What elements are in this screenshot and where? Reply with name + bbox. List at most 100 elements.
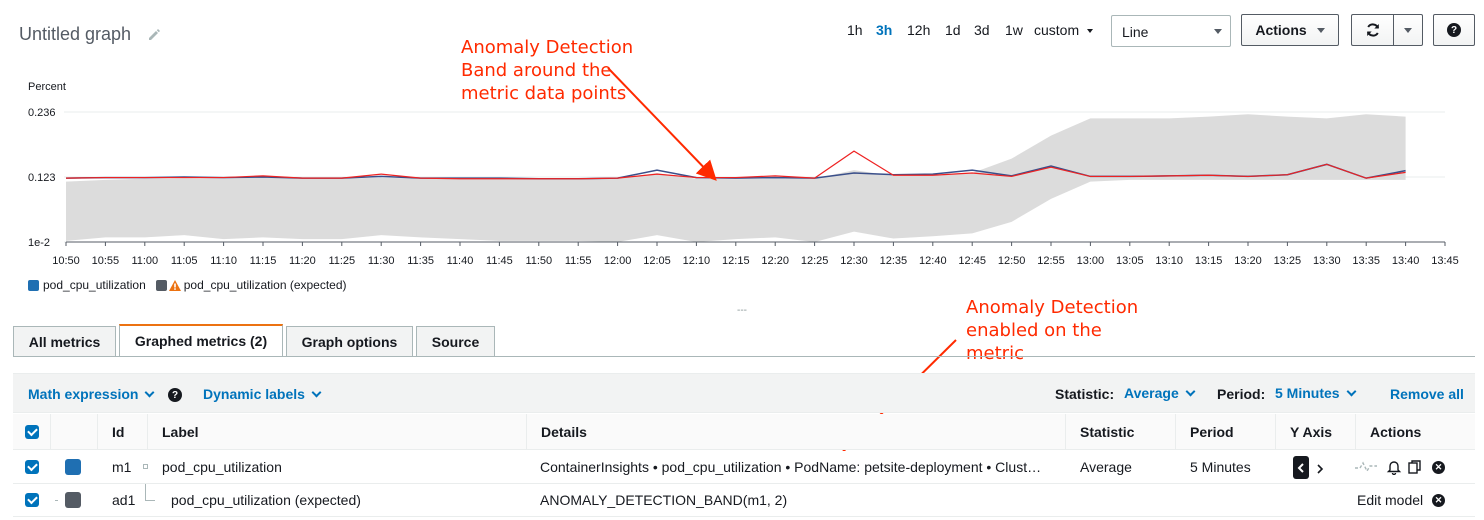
copy-icon[interactable] (1407, 459, 1423, 475)
column-header-id[interactable]: Id (97, 414, 147, 450)
column-header-details[interactable]: Details (526, 414, 1065, 450)
remove-icon[interactable]: ✕ (1432, 494, 1445, 507)
help-button[interactable]: ? (1433, 14, 1475, 46)
refresh-button[interactable] (1351, 14, 1394, 46)
tab-divider (13, 356, 1475, 357)
period-value: 5 Minutes (1275, 385, 1340, 401)
column-header-label[interactable]: Label (147, 414, 526, 450)
chevron-down-icon (1346, 386, 1357, 397)
x-tick-label: 12:20 (761, 255, 789, 267)
x-tick-label: 11:30 (368, 255, 395, 267)
x-tick-label: 11:35 (407, 255, 434, 267)
row-checkbox[interactable] (25, 460, 39, 474)
range-1d[interactable]: 1d (945, 22, 961, 38)
annotation-line: Band around the (461, 60, 612, 81)
edit-model-link[interactable]: Edit model (1357, 492, 1424, 508)
warning-icon (168, 279, 181, 291)
actions-label: Actions (1255, 22, 1307, 38)
caret-down-icon (1087, 29, 1094, 34)
chevron-right-icon (1317, 464, 1324, 474)
range-1h[interactable]: 1h (847, 22, 863, 38)
statistic-dropdown[interactable]: Average (1124, 385, 1196, 401)
x-tick-label: 13:35 (1352, 255, 1380, 267)
row-period[interactable]: 5 Minutes (1190, 459, 1251, 475)
pencil-icon[interactable] (146, 26, 162, 42)
chevron-down-icon (311, 387, 322, 398)
chart-type-select[interactable]: Line (1111, 15, 1231, 47)
annotation-line: Anomaly Detection (461, 37, 634, 58)
tab-all-metrics[interactable]: All metrics (13, 326, 116, 356)
chart-type-value: Line (1122, 24, 1149, 40)
select-all-checkbox[interactable] (25, 425, 39, 439)
tab-source[interactable]: Source (416, 326, 495, 356)
period-label: Period: (1217, 386, 1266, 402)
x-tick-label: 12:30 (840, 255, 868, 267)
dynamic-labels-dropdown[interactable]: Dynamic labels (203, 386, 322, 402)
y-axis-right-button[interactable] (1316, 461, 1324, 479)
remove-all-link[interactable]: Remove all (1390, 386, 1464, 402)
x-tick-label: 11:00 (131, 255, 158, 267)
metrics-toolbar: Math expression ? Dynamic labels Statist… (13, 373, 1475, 413)
x-tick-label: 11:10 (210, 255, 237, 267)
tab-graph-options[interactable]: Graph options (286, 326, 413, 356)
range-1w[interactable]: 1w (1005, 22, 1023, 38)
x-tick-label: 13:00 (1077, 255, 1105, 267)
color-swatch[interactable] (65, 492, 81, 508)
caret-down-icon (1316, 27, 1325, 33)
color-swatch[interactable] (65, 459, 81, 475)
math-expression-dropdown[interactable]: Math expression (28, 386, 155, 402)
x-tick-label: 11:20 (289, 255, 316, 267)
range-12h[interactable]: 12h (907, 22, 931, 38)
metric-chart[interactable]: Percent 0.236 0.123 1e-210:50 10:55 11:00 11:0… (0, 76, 1484, 276)
legend-swatch (28, 279, 39, 291)
row-id[interactable]: ad1 (112, 492, 136, 508)
row-label[interactable]: pod_cpu_utilization (expected) (171, 492, 361, 508)
x-tick-label: 11:50 (525, 255, 552, 267)
actions-button[interactable]: Actions (1241, 14, 1339, 46)
annotation-line: enabled on the (966, 320, 1102, 341)
table-row[interactable]: m1 pod_cpu_utilization ContainerInsights… (13, 451, 1475, 484)
x-tick-label: 12:05 (643, 255, 671, 267)
y-tick-label: 0.123 (28, 172, 56, 184)
table-row[interactable]: ad1 pod_cpu_utilization (expected) ANOMA… (13, 484, 1475, 517)
column-header-statistic[interactable]: Statistic (1065, 414, 1175, 450)
tab-graphed-metrics[interactable]: Graphed metrics (2) (119, 324, 283, 356)
x-tick-label: 13:30 (1313, 255, 1341, 267)
x-tick-label: 12:55 (1037, 255, 1065, 267)
x-tick-label: 13:05 (1116, 255, 1144, 267)
tree-connector (145, 484, 155, 501)
x-tick-label: 13:25 (1274, 255, 1302, 267)
collapse-handle[interactable]: --- (737, 305, 747, 316)
color-column-header (50, 414, 97, 450)
period-dropdown[interactable]: 5 Minutes (1275, 385, 1357, 401)
remove-icon[interactable]: ✕ (1432, 461, 1445, 474)
y-axis-left-button[interactable] (1293, 456, 1309, 479)
x-tick-label: 12:40 (919, 255, 947, 267)
anomaly-detection-icon[interactable] (1354, 460, 1378, 474)
help-icon: ? (1447, 23, 1461, 37)
column-header-period[interactable]: Period (1175, 414, 1275, 450)
row-checkbox[interactable] (25, 493, 39, 507)
row-id[interactable]: m1 (112, 459, 132, 475)
chevron-down-icon (1185, 386, 1196, 397)
anomaly-overlay-line (65, 150, 1406, 180)
column-header-y-axis[interactable]: Y Axis (1275, 414, 1355, 450)
range-3d[interactable]: 3d (974, 22, 990, 38)
metrics-table-header: Id Label Details Statistic Period Y Axis… (13, 414, 1475, 450)
refresh-options-button[interactable] (1393, 14, 1423, 46)
custom-range-dropdown[interactable]: custom (1034, 22, 1094, 38)
tree-connector (143, 464, 148, 469)
x-tick-label: 12:45 (958, 255, 986, 267)
bell-icon[interactable] (1386, 459, 1402, 475)
x-tick-label: 13:20 (1234, 255, 1262, 267)
row-label[interactable]: pod_cpu_utilization (162, 459, 282, 475)
help-icon[interactable]: ? (168, 388, 182, 402)
row-statistic[interactable]: Average (1080, 459, 1132, 475)
refresh-icon (1367, 23, 1379, 37)
row-details[interactable]: ANOMALY_DETECTION_BAND(m1, 2) (540, 492, 788, 508)
graph-title[interactable]: Untitled graph (19, 24, 132, 44)
statistic-value: Average (1124, 385, 1179, 401)
x-tick-label: 10:50 (52, 255, 80, 267)
range-3h[interactable]: 3h (876, 22, 893, 38)
x-tick-label: 11:25 (328, 255, 355, 267)
